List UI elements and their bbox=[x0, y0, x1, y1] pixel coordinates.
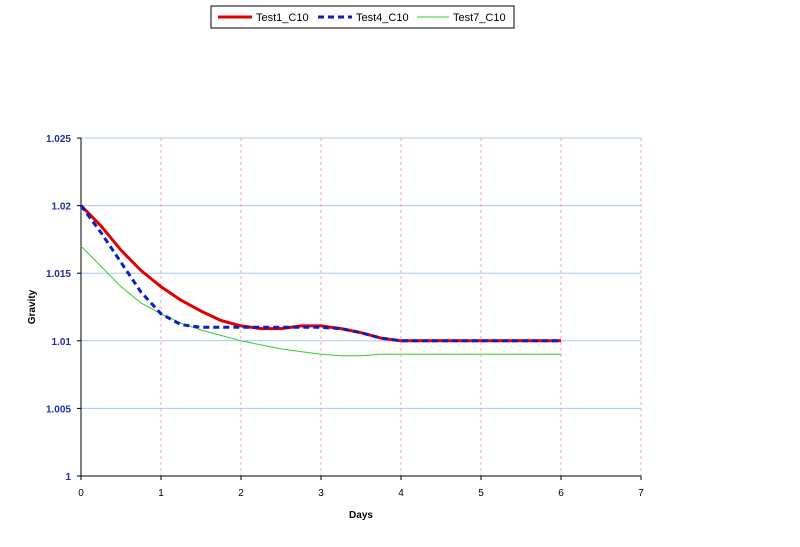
legend-box bbox=[210, 5, 515, 29]
series-layer bbox=[79, 204, 561, 357]
x-axis-title: Days bbox=[349, 510, 373, 521]
x-tick-label: 6 bbox=[558, 488, 564, 499]
y-tick-label: 1.025 bbox=[46, 134, 71, 145]
legend-label-test7: Test7_C10 bbox=[453, 12, 506, 24]
y-tick-label: 1.015 bbox=[46, 269, 71, 280]
plot-area bbox=[79, 137, 642, 477]
y-tick-label: 1.005 bbox=[46, 404, 71, 415]
y-axis-title: Gravity bbox=[27, 289, 38, 324]
legend-label-test1: Test1_C10 bbox=[256, 12, 309, 24]
x-tick-label: 4 bbox=[398, 488, 404, 499]
series-line-test4_c10 bbox=[79, 204, 561, 343]
legend-label-test4: Test4_C10 bbox=[356, 12, 409, 24]
series-line-test7_c10 bbox=[80, 245, 561, 357]
x-tick-labels: 0 1 2 3 4 5 6 7 bbox=[78, 476, 644, 499]
y-tick-labels: 1 1.005 1.01 1.015 1.02 1.025 bbox=[46, 134, 81, 483]
x-tick-label: 0 bbox=[78, 488, 84, 499]
x-tick-label: 7 bbox=[638, 488, 644, 499]
vertical-gridlines bbox=[160, 138, 642, 476]
x-tick-label: 1 bbox=[158, 488, 164, 499]
x-tick-label: 5 bbox=[478, 488, 484, 499]
y-tick-label: 1.01 bbox=[52, 337, 72, 348]
legend: Test1_C10 Test4_C10 Test7_C10 bbox=[210, 5, 515, 29]
x-tick-label: 3 bbox=[318, 488, 324, 499]
y-tick-label: 1.02 bbox=[52, 202, 72, 213]
y-tick-label: 1 bbox=[65, 472, 71, 483]
x-tick-label: 2 bbox=[238, 488, 244, 499]
